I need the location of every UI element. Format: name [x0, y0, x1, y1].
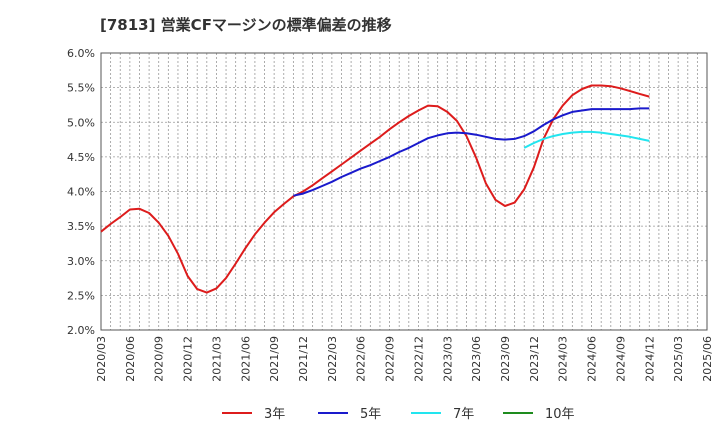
y-tick-label: 4.0% [67, 186, 95, 199]
x-tick-label: 2024/03 [557, 336, 570, 382]
series-line-2 [523, 130, 650, 149]
x-tick-label: 2024/06 [586, 336, 599, 382]
x-tick-label: 2022/12 [412, 336, 425, 382]
x-tick-label: 2021/06 [239, 336, 252, 382]
y-axis: 2.0% 2.5% 3.0% 3.5% 4.0% 4.5% 5.0% 5.5% 6.0% [67, 47, 95, 337]
x-tick-label: 2025/06 [701, 336, 714, 382]
series-line-1 [293, 107, 650, 197]
legend-label-2: 7年 [453, 407, 474, 422]
y-tick-label: 3.0% [67, 255, 95, 268]
x-tick-label: 2023/06 [470, 336, 483, 382]
x-tick-label: 2024/12 [643, 336, 656, 382]
y-tick-label: 6.0% [67, 47, 95, 60]
y-tick-label: 2.0% [67, 324, 95, 337]
x-tick-label: 2024/09 [614, 336, 627, 382]
legend-label-1: 5年 [360, 407, 381, 422]
grid [101, 53, 707, 330]
x-tick-label: 2023/12 [528, 336, 541, 382]
y-tick-label: 2.5% [67, 289, 95, 302]
chart-title: [7813] 営業CFマージンの標準偏差の推移 [100, 16, 392, 34]
plot-frame [100, 52, 708, 331]
y-tick-label: 3.5% [67, 220, 95, 233]
x-tick-label: 2021/12 [297, 336, 310, 382]
series-layer [100, 84, 650, 294]
series-line-0 [100, 84, 650, 294]
legend-label-0: 3年 [264, 407, 285, 422]
x-tick-label: 2022/06 [355, 336, 368, 382]
x-tick-label: 2022/09 [384, 336, 397, 382]
y-tick-label: 5.5% [67, 82, 95, 95]
x-tick-label: 2025/03 [672, 336, 685, 382]
legend: 3年 5年 7年 10年 [222, 407, 575, 422]
y-tick-label: 4.5% [67, 151, 95, 164]
x-tick-label: 2023/03 [441, 336, 454, 382]
x-tick-label: 2021/03 [210, 336, 223, 382]
x-tick-label: 2022/03 [326, 336, 339, 382]
x-tick-label: 2020/12 [182, 336, 195, 382]
y-tick-label: 5.0% [67, 116, 95, 129]
x-tick-label: 2023/09 [499, 336, 512, 382]
legend-label-3: 10年 [545, 407, 575, 422]
x-tick-label: 2021/09 [268, 336, 281, 382]
x-axis: 2020/03 2020/06 2020/09 2020/12 2021/03 2021/… [95, 336, 714, 382]
x-tick-label: 2020/03 [95, 336, 108, 382]
x-tick-label: 2020/09 [153, 336, 166, 382]
x-tick-label: 2020/06 [124, 336, 137, 382]
